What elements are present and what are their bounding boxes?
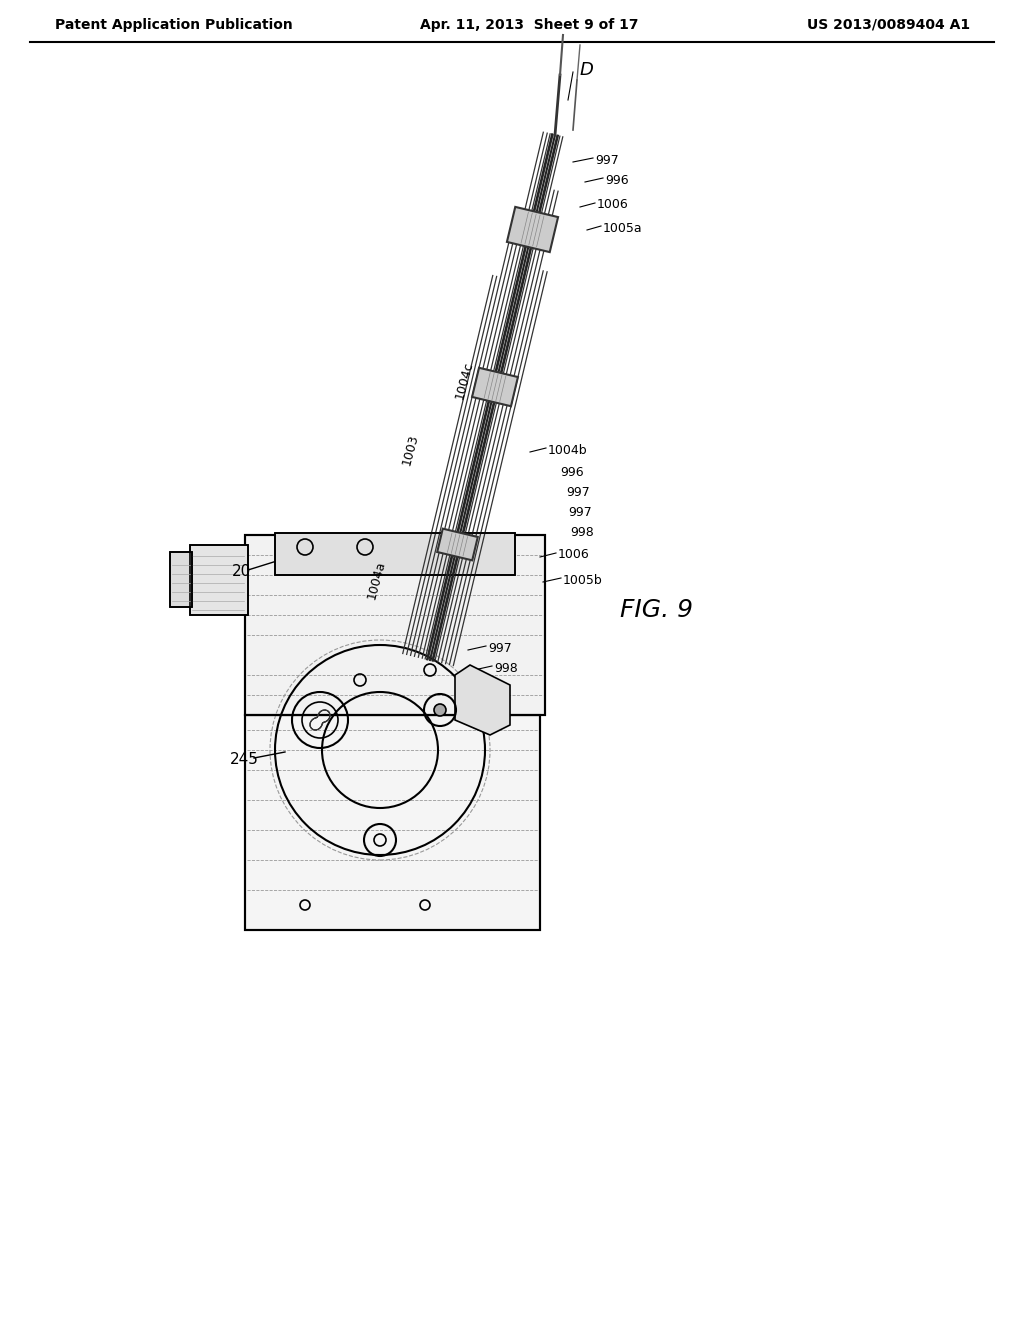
Text: D: D [580, 61, 594, 79]
Bar [275, 533, 515, 576]
Text: 997: 997 [595, 153, 618, 166]
Bar [245, 535, 545, 715]
Polygon shape [437, 528, 478, 561]
Text: 997: 997 [488, 642, 512, 655]
Text: 997: 997 [566, 486, 590, 499]
Text: 1004a: 1004a [365, 560, 388, 601]
Bar [245, 715, 540, 931]
Polygon shape [455, 665, 510, 735]
Polygon shape [507, 207, 558, 252]
Text: 1005a: 1005a [603, 222, 643, 235]
Text: 998: 998 [570, 525, 594, 539]
Bar [245, 715, 540, 931]
Text: 998: 998 [494, 661, 518, 675]
Bar [275, 533, 515, 576]
Bar [170, 552, 193, 607]
Text: 996: 996 [560, 466, 584, 479]
Text: 20: 20 [232, 565, 251, 579]
Bar [245, 535, 545, 715]
Bar [170, 552, 193, 607]
Text: 1004b: 1004b [548, 444, 588, 457]
Text: 997: 997 [568, 506, 592, 519]
Text: 245: 245 [230, 752, 259, 767]
Text: FIG. 9: FIG. 9 [620, 598, 693, 622]
Text: Patent Application Publication: Patent Application Publication [55, 18, 293, 32]
Text: 1003: 1003 [400, 433, 421, 467]
Text: 996: 996 [605, 173, 629, 186]
Text: US 2013/0089404 A1: US 2013/0089404 A1 [807, 18, 970, 32]
Circle shape [434, 704, 446, 715]
Text: 1006: 1006 [558, 549, 590, 561]
Text: 1006: 1006 [597, 198, 629, 211]
Polygon shape [472, 368, 518, 407]
Bar [190, 545, 248, 615]
Text: 1004c: 1004c [453, 359, 475, 400]
Text: 1005b: 1005b [563, 573, 603, 586]
Text: Apr. 11, 2013  Sheet 9 of 17: Apr. 11, 2013 Sheet 9 of 17 [420, 18, 639, 32]
Bar [190, 545, 248, 615]
